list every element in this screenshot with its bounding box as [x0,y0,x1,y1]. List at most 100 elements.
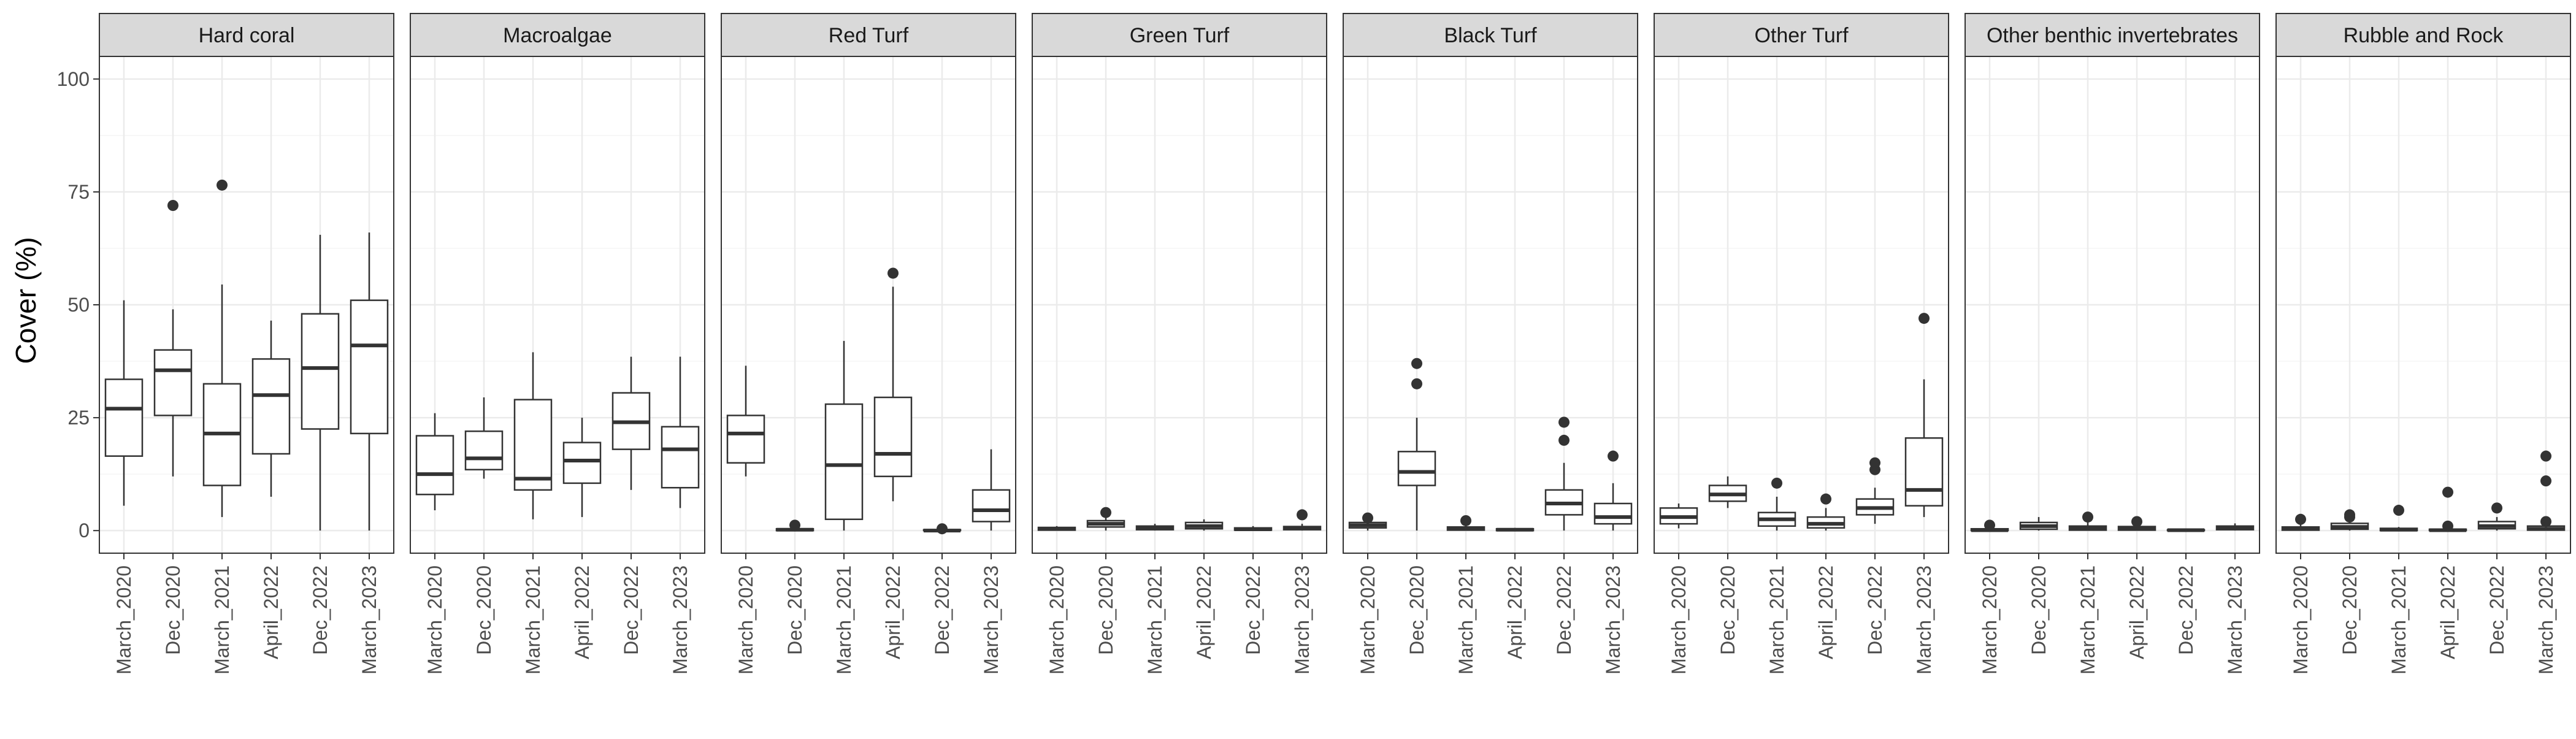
panel-border [1032,56,1327,554]
box-april_2022 [1184,519,1224,531]
box-april_2022 [873,267,913,502]
box-march_2021 [2379,505,2418,532]
x-tick-label: March_2020 [113,565,135,675]
x-tick-label: March_2020 [2290,565,2312,675]
box-march_2020 [415,413,454,511]
x-tick-label: March_2021 [522,565,544,675]
outlier-point [1460,515,1471,526]
x-tick-label: March_2023 [1602,565,1624,675]
x-tick-label: Dec_2020 [2339,565,2361,655]
outlier-point [2442,486,2453,498]
x-tick-label: Dec_2022 [620,565,642,655]
x-tick-label: April_2022 [571,565,593,659]
x-tick-label: Dec_2020 [784,565,806,655]
box-april_2022 [2428,486,2467,532]
x-tick-label: March_2021 [1455,565,1477,675]
box-march_2023 [2215,523,2255,531]
outlier-point [2295,513,2306,525]
facet-strip-label: Other Turf [1754,24,1849,47]
box-iqr [562,442,602,484]
box-iqr [251,358,291,455]
panel-border [1654,56,1949,554]
facet-panel: Rubble and Rock March_2020 Dec_2020 March_2… [2275,13,2571,675]
outlier-point [1869,457,1880,469]
x-tick-label: April_2022 [2126,565,2148,659]
box-april_2022 [251,320,291,497]
box-april_2022 [1806,493,1846,531]
box-dec_2020 [775,519,815,532]
facet-panel: Black Turf March_2020 Dec_2020 March_2021 Ap… [1343,13,1638,675]
panel-border [721,56,1016,554]
panel-border [410,56,705,554]
x-tick-label: March_2021 [2077,565,2099,675]
x-tick-label: April_2022 [2437,565,2459,659]
outlier-point [1411,358,1422,369]
outlier-point [2393,505,2404,516]
x-tick-label: March_2023 [980,565,1002,675]
box-dec_2022 [922,523,962,535]
outlier-point [2082,511,2093,523]
outlier-point [2442,520,2453,532]
facet-panels: Hard coral March_2020 Dec_2020 March_2021 Ap… [99,13,2571,675]
x-tick-label: March_2021 [211,565,233,675]
x-tick-label: April_2022 [882,565,904,659]
outlier-point [2540,450,2551,462]
box-march_2021 [1135,524,1175,531]
box-dec_2020 [2019,517,2058,531]
box-march_2021 [2068,511,2107,531]
x-tick-label: Dec_2022 [309,565,331,655]
box-dec_2022 [1544,416,1584,531]
box-march_2020 [104,300,144,506]
facet-strip-label: Hard coral [199,24,295,47]
facet-strip-label: Green Turf [1130,24,1230,47]
facet-panel: Hard coral March_2020 Dec_2020 March_2021 Ap… [99,13,394,675]
facet-strip-label: Rubble and Rock [2344,24,2504,47]
box-dec_2020 [153,200,193,477]
outlier-point [167,200,178,211]
box-april_2022 [2117,516,2156,531]
x-tick-label: April_2022 [260,565,282,659]
box-dec_2022 [2166,528,2206,532]
box-march_2023 [972,449,1011,531]
box-iqr [824,403,864,521]
facet-panel: Macroalgae March_2020 Dec_2020 March_2021 Ap… [410,13,705,675]
y-axis-ticks: 0 25 50 75 100 [57,68,99,542]
outlier-point [2540,516,2551,527]
outlier-point [1608,450,1619,462]
box-dec_2020 [1397,358,1436,531]
box-dec_2022 [2477,502,2517,531]
panel-border [2275,56,2571,554]
panel-border [99,56,394,554]
x-tick-label: Dec_2020 [1095,565,1117,655]
x-tick-label: Dec_2020 [1406,565,1428,655]
box-march_2020 [1348,512,1387,531]
x-tick-label: March_2023 [669,565,691,675]
outlier-point [1558,416,1570,428]
x-tick-label: March_2020 [1668,565,1690,675]
outlier-point [789,519,800,531]
box-iqr [104,378,144,457]
x-tick-label: March_2021 [833,565,855,675]
box-dec_2022 [301,234,340,531]
box-iqr [726,415,765,464]
box-dec_2022 [1855,457,1895,524]
facet-panel: Other Turf March_2020 Dec_2020 March_2021 Ap… [1654,13,1949,675]
box-march_2020 [1970,519,2009,532]
x-tick-label: March_2020 [1046,565,1068,675]
facet-strip [1965,13,2260,57]
y-tick-label: 0 [79,519,90,542]
panel-border [1965,56,2260,554]
x-tick-label: Dec_2022 [2486,565,2508,655]
outlier-point [1984,519,1995,531]
x-tick-label: Dec_2020 [473,565,495,655]
x-tick-label: March_2020 [1357,565,1379,675]
x-tick-label: March_2021 [1144,565,1166,675]
outlier-point [2131,516,2142,527]
facet-strip [1032,13,1327,57]
facet-strip [1343,13,1638,57]
outlier-point [2491,502,2502,514]
box-march_2023 [350,232,389,531]
box-march_2021 [513,352,553,519]
